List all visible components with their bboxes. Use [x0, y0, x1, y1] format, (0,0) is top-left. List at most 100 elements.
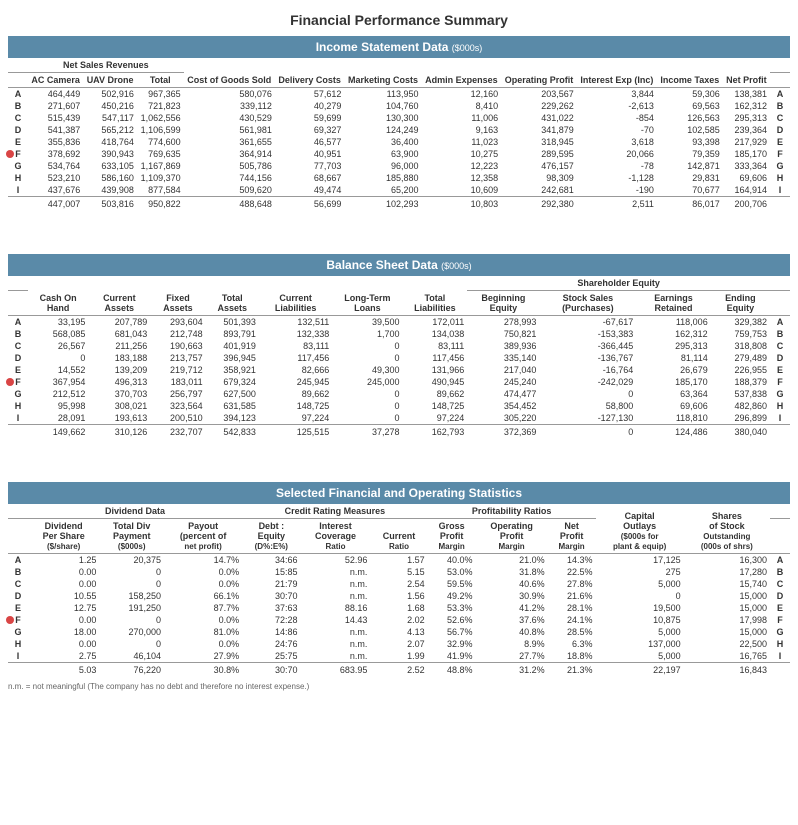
col-cogs: Cost of Goods Sold: [184, 58, 275, 88]
col-interest: Interest Exp (Inc): [577, 58, 657, 88]
balance-header: Balance Sheet Data ($000s): [8, 254, 790, 276]
cell: 11,023: [422, 136, 502, 148]
cell: -366,445: [539, 340, 636, 352]
cell: 10,875: [596, 614, 684, 626]
cell: 37.6%: [476, 614, 548, 626]
cell: 98,309: [501, 172, 577, 184]
cell: 0: [99, 638, 164, 650]
cell: 354,452: [467, 400, 539, 412]
cell: 5.03: [28, 663, 99, 677]
cell: 5,000: [596, 626, 684, 638]
cell: 323,564: [150, 400, 205, 412]
cell: 31.2%: [476, 663, 548, 677]
cell: 33,195: [28, 316, 88, 329]
net-sales-header: Net Sales Revenues: [28, 58, 184, 73]
cell: 5,000: [596, 578, 684, 590]
cell: 333,364: [723, 160, 770, 172]
cell: 66.1%: [164, 590, 242, 602]
table-row: A33,195207,789293,604501,393132,51139,50…: [8, 316, 790, 329]
cell: 83,111: [403, 340, 468, 352]
cell: 39,500: [332, 316, 402, 329]
cell: 361,655: [184, 136, 275, 148]
cell: 226,955: [711, 364, 770, 376]
cell: 49.2%: [428, 590, 476, 602]
cell: 14.7%: [164, 554, 242, 567]
row-label-right: I: [770, 184, 790, 197]
cell: 11,006: [422, 112, 502, 124]
cell: 81.0%: [164, 626, 242, 638]
table-row: A464,449502,916967,365580,07657,612113,9…: [8, 88, 790, 101]
cell: 10,803: [422, 197, 502, 211]
cell: 117,456: [259, 352, 332, 364]
row-label: D: [8, 352, 28, 364]
cell: 15,000: [684, 626, 770, 638]
cell: 37,278: [332, 425, 402, 439]
cell: 0.0%: [164, 614, 242, 626]
cell: 1,062,556: [137, 112, 184, 124]
cell: 523,210: [28, 172, 83, 184]
cell: 501,393: [206, 316, 259, 329]
cell: 59.5%: [428, 578, 476, 590]
cell: 430,529: [184, 112, 275, 124]
cell: 57,612: [275, 88, 345, 101]
cell: 450,216: [83, 100, 137, 112]
cell: 41.2%: [476, 602, 548, 614]
cell: 534,764: [28, 160, 83, 172]
cell: -190: [577, 184, 657, 197]
cell: 0: [99, 614, 164, 626]
cell: 132,511: [259, 316, 332, 329]
cell: 102,293: [344, 197, 421, 211]
cell: 1,109,370: [137, 172, 184, 184]
cell: -1,128: [577, 172, 657, 184]
cell: 89,662: [259, 388, 332, 400]
table-row: F0.0000.0%72:2814.432.0252.6%37.6%24.1%1…: [8, 614, 790, 626]
cell: 9,163: [422, 124, 502, 136]
cell: 296,899: [711, 412, 770, 425]
row-label-right: I: [770, 412, 790, 425]
cell: 1,700: [332, 328, 402, 340]
cell: n.m.: [301, 650, 371, 663]
cell: 439,908: [83, 184, 137, 197]
row-label-right: G: [770, 626, 790, 638]
cell: 565,212: [83, 124, 137, 136]
cell: 125,515: [259, 425, 332, 439]
average-row: 149,662310,126232,707542,833125,51537,27…: [8, 425, 790, 439]
row-label-right: D: [770, 352, 790, 364]
cell: 750,821: [467, 328, 539, 340]
cell: 148,725: [403, 400, 468, 412]
cell: 431,022: [501, 112, 577, 124]
table-row: A1.2520,37514.7%34:6652.961.5740.0%21.0%…: [8, 554, 790, 567]
cell: 769,635: [137, 148, 184, 160]
cell: 142,871: [657, 160, 723, 172]
cell: 537,838: [711, 388, 770, 400]
cell: n.m.: [301, 590, 371, 602]
cell: 16,300: [684, 554, 770, 567]
cell: 27.8%: [548, 578, 596, 590]
col-endeq: Ending Equity: [711, 291, 770, 316]
cell: 496,313: [88, 376, 150, 388]
cell: 41.9%: [428, 650, 476, 663]
cell: 4.13: [370, 626, 427, 638]
cell: 65,200: [344, 184, 421, 197]
table-row: G534,764633,1051,167,869505,78677,70396,…: [8, 160, 790, 172]
cell: 21.0%: [476, 554, 548, 567]
cell: 15,740: [684, 578, 770, 590]
cell: 148,725: [259, 400, 332, 412]
cell: 22.5%: [548, 566, 596, 578]
cell: 10.55: [28, 590, 99, 602]
cell: 0: [332, 352, 402, 364]
cell: 26,567: [28, 340, 88, 352]
col-curassets: Current Assets: [88, 276, 150, 316]
row-label-right: B: [770, 328, 790, 340]
cell: 82,666: [259, 364, 332, 376]
cell: 759,753: [711, 328, 770, 340]
balance-table: Cash On Hand Current Assets Fixed Assets…: [8, 276, 790, 438]
cell: 482,860: [711, 400, 770, 412]
cell: 394,123: [206, 412, 259, 425]
cell: 0.00: [28, 638, 99, 650]
col-earnret: Earnings Retained: [636, 291, 710, 316]
cell: 358,921: [206, 364, 259, 376]
cell: 29,831: [657, 172, 723, 184]
col-admin: Admin Expenses: [422, 58, 502, 88]
cell: 378,692: [28, 148, 83, 160]
